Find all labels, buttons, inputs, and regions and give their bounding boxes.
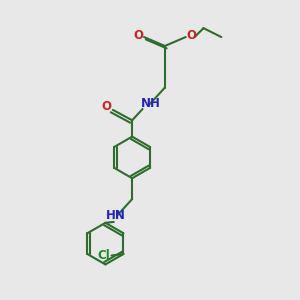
Text: HN: HN [106, 209, 126, 223]
Text: O: O [133, 29, 143, 42]
Text: O: O [186, 29, 196, 42]
Text: Cl: Cl [97, 249, 110, 262]
Text: NH: NH [141, 97, 160, 110]
Text: O: O [101, 100, 111, 113]
